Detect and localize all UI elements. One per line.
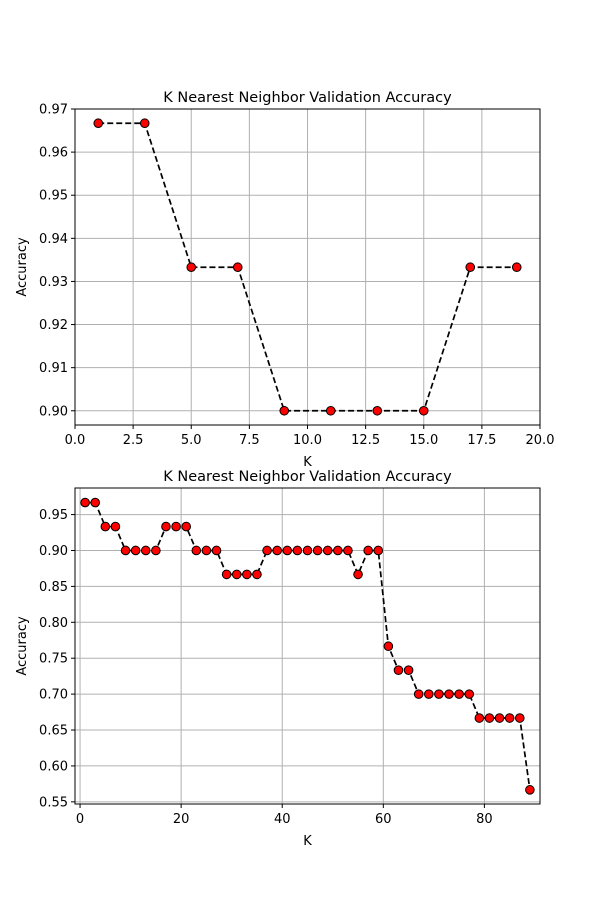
chart-2-point [231, 569, 242, 580]
chart-2-x-tick-label: 40 [274, 812, 291, 827]
chart-1-y-tick-label: 0.95 [39, 189, 68, 204]
chart-2-point [151, 545, 161, 556]
chart-1-x-tick-label: 10.0 [293, 433, 322, 448]
chart-1-y-tick-label: 0.92 [39, 318, 68, 333]
chart-1-point [465, 262, 476, 273]
chart-2-point [504, 713, 515, 723]
chart-2-y-tick-label: 0.75 [39, 652, 68, 667]
chart-2-point [161, 521, 171, 532]
chart-1-point [232, 262, 243, 273]
chart-2-y-axis-label: Accuracy [15, 616, 30, 676]
chart-2-point [363, 545, 373, 556]
chart-1-point [325, 405, 336, 416]
chart-2-point [221, 569, 232, 580]
chart-2-point [140, 545, 151, 556]
chart-1-y-axis-label: Accuracy [15, 237, 30, 297]
chart-2-point [403, 665, 414, 676]
chart-2-point [282, 545, 293, 556]
chart-1-point [139, 118, 150, 129]
chart-2: 0 20 40 60 80 0.55 0.60 0.65 0.70 0.75 0.80 0.85 0.9… [15, 469, 541, 849]
chart-2-point [171, 521, 181, 532]
chart-2-point [322, 545, 333, 556]
chart-1-point [279, 405, 290, 416]
chart-2-series-line [85, 501, 531, 790]
chart-2-point [242, 569, 252, 580]
chart-1-x-tick-label: 20.0 [526, 433, 555, 448]
chart-2-x-tick-label: 80 [476, 812, 493, 827]
chart-1-x-tick-label: 7.5 [239, 433, 260, 448]
chart-1-y-tick-label: 0.91 [39, 361, 68, 376]
chart-2-x-tick-label: 20 [173, 812, 190, 827]
chart-2-point [201, 545, 212, 556]
chart-2-y-tick-label: 0.65 [39, 724, 68, 739]
chart-2-point [90, 497, 101, 508]
chart-1-x-tick-label: 15.0 [409, 433, 438, 448]
chart-2-point [252, 569, 262, 580]
chart-2-y-tick-label: 0.55 [39, 795, 68, 810]
chart-1-x-tick-label: 17.5 [467, 433, 496, 448]
chart-2-x-axis-label: K [303, 834, 312, 849]
chart-1-y-tick-label: 0.96 [39, 146, 68, 161]
chart-1: 0.0 2.5 5.0 7.5 10.0 12.5 15.0 17.5 20.0 0.90 0.91… [15, 90, 554, 470]
chart-2-point [302, 545, 313, 556]
chart-1-point [372, 405, 383, 416]
chart-1-x-tick-label: 5.0 [181, 433, 202, 448]
chart-2-point [353, 569, 363, 580]
chart-1-point [511, 262, 522, 273]
chart-2-point [454, 689, 464, 699]
chart-2-point [424, 689, 434, 699]
chart-2-point [211, 545, 222, 556]
chart-2-title: K Nearest Neighbor Validation Accuracy [163, 469, 452, 485]
chart-1-point [186, 262, 197, 273]
chart-2-point [494, 713, 505, 723]
chart-2-point [525, 785, 535, 795]
chart-2-point [373, 545, 384, 556]
chart-2-point [383, 641, 394, 652]
chart-1-y-tick-label: 0.94 [39, 232, 68, 247]
chart-2-y-tick-label: 0.60 [39, 759, 68, 774]
chart-1-x-tick-label: 0.0 [65, 433, 86, 448]
chart-2-point [262, 545, 272, 556]
chart-2-point [130, 545, 141, 556]
chart-2-point [272, 545, 282, 556]
chart-1-y-tick-label: 0.97 [39, 103, 68, 118]
chart-2-point [343, 545, 353, 556]
chart-2-point [292, 545, 303, 556]
chart-2-axes-frame [74, 487, 541, 805]
chart-2-point [413, 689, 424, 699]
chart-2-y-tick-label: 0.70 [39, 688, 68, 703]
chart-1-x-axis-label: K [303, 455, 312, 470]
chart-2-y-tick-label: 0.85 [39, 580, 68, 595]
chart-2-y-tick-label: 0.95 [39, 508, 68, 523]
chart-1-point [418, 405, 429, 416]
chart-1-x-tick-label: 12.5 [351, 433, 380, 448]
chart-2-point [333, 545, 343, 556]
chart-2-x-tick-label: 60 [375, 812, 392, 827]
chart-2-y-tick-label: 0.90 [39, 544, 68, 559]
chart-2-point [110, 521, 121, 532]
chart-1-title: K Nearest Neighbor Validation Accuracy [163, 90, 452, 106]
chart-2-point [434, 689, 444, 699]
chart-2-point [181, 521, 191, 532]
chart-2-x-tick-label: 0 [76, 812, 84, 827]
chart-1-point [93, 118, 104, 129]
chart-2-point [80, 497, 90, 508]
chart-1-x-tick-label: 2.5 [123, 433, 144, 448]
chart-1-y-tick-label: 0.93 [39, 275, 68, 290]
chart-2-point [514, 713, 525, 723]
chart-2-point [444, 689, 454, 699]
chart-1-series-line [98, 122, 517, 412]
chart-2-point [474, 713, 485, 723]
chart-2-point [191, 545, 202, 556]
chart-1-y-tick-label: 0.90 [39, 404, 68, 419]
chart-2-point [393, 665, 404, 676]
chart-2-y-tick-label: 0.80 [39, 616, 68, 631]
chart-2-point [100, 521, 111, 532]
chart-2-point [120, 545, 131, 556]
chart-2-point [312, 545, 323, 556]
chart-2-point [464, 689, 475, 699]
chart-2-point [484, 713, 495, 723]
